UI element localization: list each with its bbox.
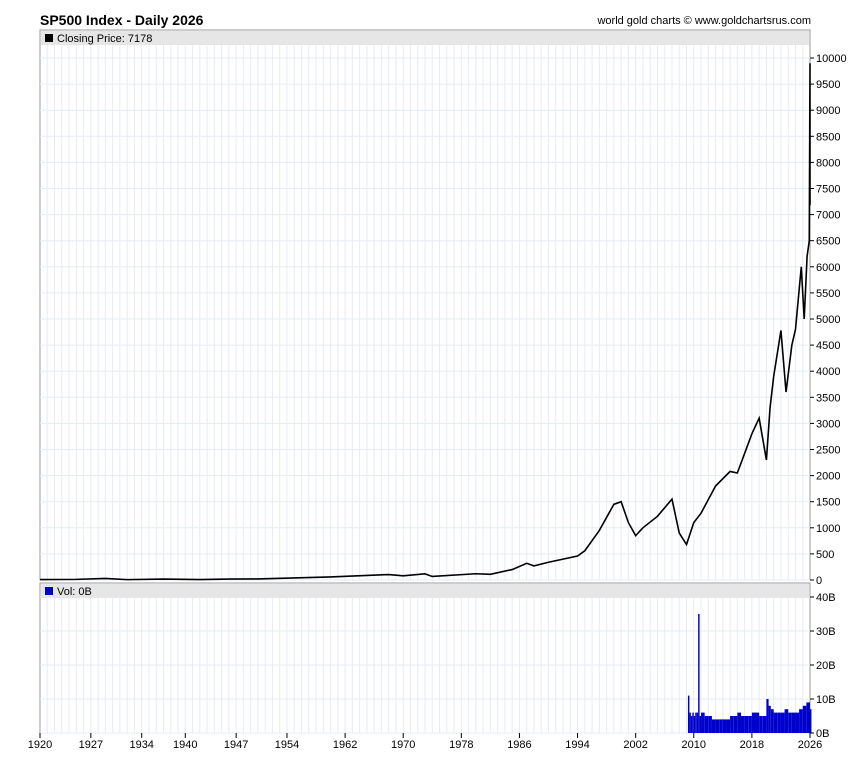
- price-y-tick-label: 8000: [816, 157, 840, 169]
- price-grid: [40, 45, 810, 581]
- volume-legend-bar: [41, 584, 809, 598]
- volume-bar: [730, 716, 734, 733]
- volume-bar: [689, 712, 691, 733]
- volume-bar: [768, 705, 771, 733]
- volume-bar: [696, 712, 699, 733]
- volume-bar: [759, 716, 763, 733]
- volume-bar: [802, 705, 807, 733]
- price-legend-swatch: [45, 34, 53, 42]
- price-y-tick-label: 5000: [816, 314, 840, 326]
- volume-bar: [704, 716, 709, 733]
- volume-legend-swatch: [45, 587, 53, 595]
- volume-bar: [770, 709, 774, 733]
- volume-bar: [719, 719, 723, 733]
- x-tick-label: 1947: [224, 739, 248, 751]
- volume-bar: [733, 716, 738, 733]
- volume-bar: [726, 719, 731, 733]
- price-y-tick-label: 1000: [816, 523, 840, 535]
- price-y-tick-label: 2000: [816, 471, 840, 483]
- volume-bar: [762, 716, 767, 733]
- x-tick-label: 1927: [79, 739, 103, 751]
- x-tick-label: 1978: [449, 739, 473, 751]
- volume-bar: [708, 716, 712, 733]
- volume-bar: [711, 719, 716, 733]
- volume-bar: [699, 716, 702, 733]
- price-y-tick-label: 0: [816, 575, 822, 587]
- x-tick-label: 2010: [682, 739, 706, 751]
- price-y-axis: 0 500 1000 1500 2000 2500 3000 3500 4000 4500 5000…: [810, 53, 847, 587]
- x-tick-label: 1994: [565, 739, 589, 751]
- x-tick-label: 1986: [507, 739, 531, 751]
- volume-y-tick-label: 40B: [816, 592, 836, 604]
- volume-bar: [784, 709, 789, 733]
- volume-y-tick-label: 30B: [816, 626, 836, 638]
- price-y-tick-label: 6500: [816, 236, 840, 248]
- volume-bar: [766, 699, 769, 733]
- volume-bar: [744, 716, 749, 733]
- volume-bar: [795, 712, 800, 733]
- volume-bar: [737, 712, 741, 733]
- volume-bar: [692, 712, 694, 733]
- series-line-closing-price: [39, 63, 811, 581]
- volume-bar: [755, 712, 760, 733]
- x-tick-label: 2026: [798, 739, 822, 751]
- price-y-tick-label: 10000: [816, 53, 847, 65]
- volume-bar: [799, 709, 803, 733]
- volume-y-tick-label: 0B: [816, 728, 829, 740]
- x-tick-label: 1920: [28, 739, 52, 751]
- volume-bar: [788, 712, 792, 733]
- volume-bar: [693, 716, 696, 733]
- price-panel: Closing Price: 7178 0 500 1000 1500 2000 2500…: [39, 29, 847, 587]
- price-y-tick-label: 7000: [816, 210, 840, 222]
- x-axis: 1920 1927 1934 1940 1947 1954 1962 1970 1978 1986…: [28, 733, 822, 751]
- volume-bar: [740, 716, 745, 733]
- price-y-tick-label: 6000: [816, 262, 840, 274]
- volume-bars: [687, 614, 812, 733]
- price-y-tick-label: 4500: [816, 340, 840, 352]
- price-legend-text: Closing Price: 7178: [57, 33, 152, 45]
- volume-bar: [751, 712, 756, 733]
- volume-legend-text: Vol: 0B: [57, 586, 92, 598]
- chart-title: SP500 Index - Daily 2026: [40, 12, 204, 28]
- chart-credit: world gold charts © www.goldchartsrus.co…: [597, 15, 811, 27]
- x-tick-label: 1934: [129, 739, 153, 751]
- volume-panel: Vol: 0B 0B 10B 20B 30B 40B: [39, 582, 836, 740]
- price-y-tick-label: 3000: [816, 418, 840, 430]
- x-tick-label: 2018: [740, 739, 764, 751]
- volume-y-axis: 0B 10B 20B 30B 40B: [810, 592, 836, 740]
- price-y-tick-label: 5500: [816, 288, 840, 300]
- volume-bar: [698, 614, 700, 733]
- volume-y-tick-label: 10B: [816, 694, 836, 706]
- price-y-tick-label: 2500: [816, 445, 840, 457]
- x-tick-label: 1962: [333, 739, 357, 751]
- x-tick-label: 1954: [275, 739, 299, 751]
- volume-bar: [715, 719, 720, 733]
- volume-bar: [722, 719, 727, 733]
- price-y-tick-label: 4000: [816, 366, 840, 378]
- volume-bar: [695, 712, 697, 733]
- volume-bar: [791, 712, 796, 733]
- x-tick-label: 2002: [623, 739, 647, 751]
- volume-bar: [810, 709, 812, 733]
- price-y-tick-label: 8500: [816, 131, 840, 143]
- price-y-tick-label: 7500: [816, 184, 840, 196]
- volume-bar: [687, 695, 690, 733]
- volume-bar: [780, 712, 785, 733]
- x-tick-label: 1940: [173, 739, 197, 751]
- price-y-tick-label: 9500: [816, 79, 840, 91]
- volume-bar: [777, 712, 781, 733]
- volume-bar: [773, 712, 778, 733]
- x-tick-label: 1970: [391, 739, 415, 751]
- volume-y-tick-label: 20B: [816, 660, 836, 672]
- price-y-tick-label: 500: [816, 549, 834, 561]
- price-y-tick-label: 3500: [816, 392, 840, 404]
- price-legend-bar: [41, 31, 809, 45]
- volume-bar: [690, 716, 693, 733]
- price-y-tick-label: 9000: [816, 105, 840, 117]
- volume-bar: [806, 702, 810, 733]
- price-y-tick-label: 1500: [816, 497, 840, 509]
- volume-bar: [748, 716, 752, 733]
- volume-bar: [701, 712, 705, 733]
